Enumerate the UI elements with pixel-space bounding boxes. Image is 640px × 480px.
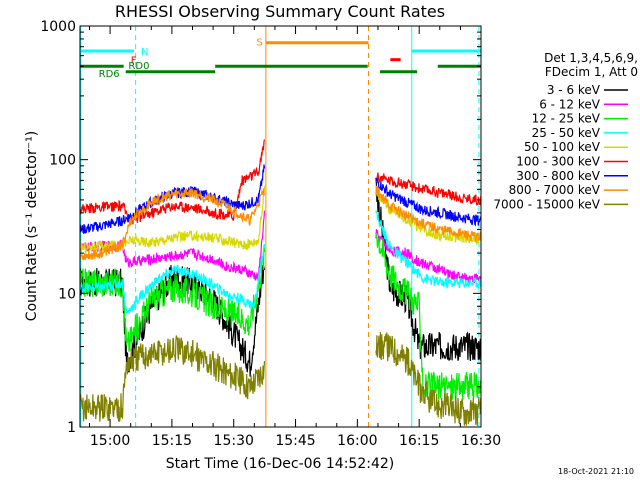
y-tick-label: 100 [49, 153, 76, 169]
x-tick-label: 15:00 [90, 433, 130, 449]
y-tick-label: 1 [67, 420, 76, 436]
footer-date: 18-Oct-2021 21:10 [558, 467, 634, 476]
series-line [80, 139, 481, 225]
series-line [80, 210, 481, 314]
legend-entry-label: 6 - 12 keV [539, 97, 601, 111]
axis-ticks: 15:00 15:15 15:30 15:45 16:00 16:15 16:30 1 10 10… [40, 19, 501, 449]
legend-entry-label: 12 - 25 keV [532, 112, 601, 126]
flag-label: S [257, 38, 263, 49]
chart-title: RHESSI Observing Summary Count Rates [115, 2, 445, 21]
flag-vertical-lines [80, 26, 480, 427]
legend-entry-label: 3 - 6 keV [547, 83, 601, 97]
legend-entry-label: 7000 - 15000 keV [493, 197, 600, 211]
series-line [80, 185, 481, 261]
x-tick-label: 16:00 [337, 433, 377, 449]
y-tick-label: 1000 [40, 19, 76, 35]
legend-entry-label: 50 - 100 keV [524, 140, 601, 154]
flag-mark-label: RD0 [128, 61, 149, 72]
series-line [80, 232, 481, 402]
x-tick-label: 15:45 [275, 433, 315, 449]
flag-mark-label: F [131, 56, 137, 67]
plot-frame [79, 25, 482, 428]
legend-entry-label: 800 - 7000 keV [509, 183, 601, 197]
legend-header: FDecim 1, Att 0 [545, 65, 638, 79]
flag-mark-label: N [141, 47, 148, 58]
series-line [80, 332, 481, 427]
series-line [80, 210, 481, 284]
x-tick-label: 15:30 [214, 433, 254, 449]
legend-header: Det 1,3,4,5,6,9, [544, 51, 638, 65]
x-tick-label: 15:15 [152, 433, 192, 449]
series-layer [80, 139, 481, 427]
flag-label: RD6 [99, 69, 120, 80]
x-axis-label: Start Time (16-Dec-06 14:52:42) [166, 456, 394, 472]
x-tick-label: 16:15 [399, 433, 439, 449]
series-line [80, 185, 481, 254]
y-axis-label: Count Rate (s⁻¹ detector⁻¹) [24, 131, 40, 321]
legend-entry-label: 25 - 50 keV [532, 126, 601, 140]
legend-entry-label: 300 - 800 keV [516, 169, 600, 183]
legend-entry-label: 100 - 300 keV [516, 155, 600, 169]
legend: Det 1,3,4,5,6,9,FDecim 1, Att 0 3 - 6 keV… [493, 51, 638, 211]
x-tick-label: 16:30 [461, 433, 501, 449]
y-tick-label: 10 [58, 286, 76, 302]
